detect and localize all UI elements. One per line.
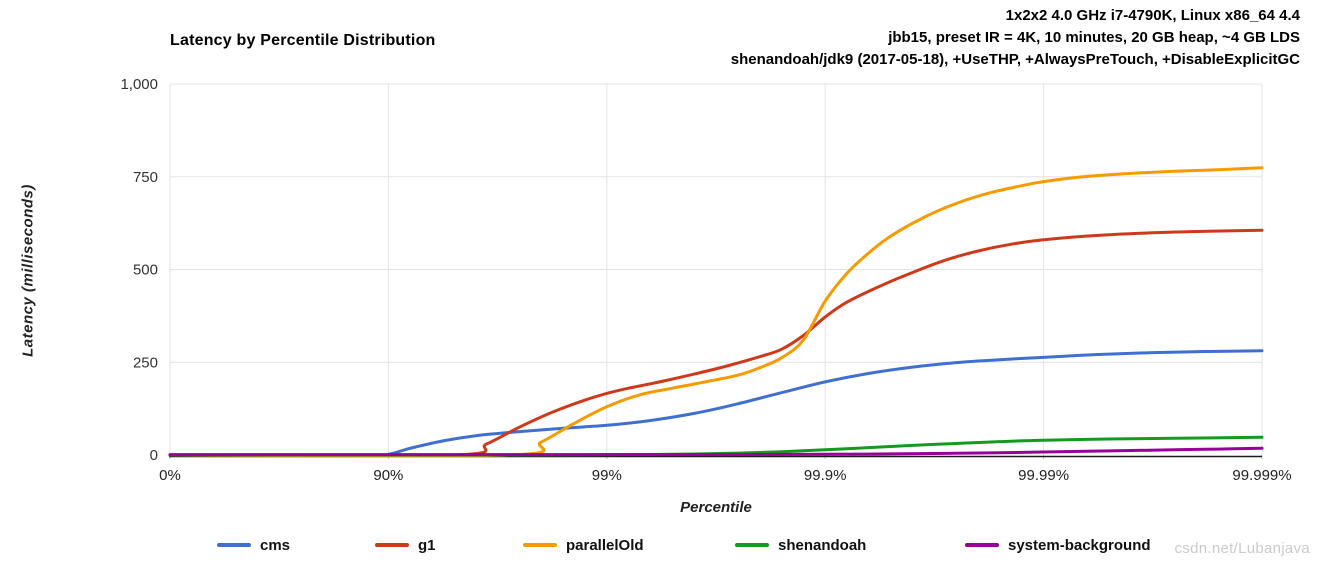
y-tick-label-500: 500 [133,262,158,279]
legend-label-cms: cms [260,536,291,554]
x-tick-label-99.9%: 99.9% [804,467,847,484]
watermark-text: csdn.net/Lubanjava [1174,540,1310,557]
x-axis-title: Percentile [680,499,752,516]
header-line-hardware: 1x2x2 4.0 GHz i7-4790K, Linux x86_64 4.4 [1005,7,1300,24]
y-tick-label-250: 250 [133,354,158,371]
chart-title: Latency by Percentile Distribution [170,32,436,49]
legend-item-cms: cms [217,536,290,554]
x-tick-label-99.999%: 99.999% [1232,467,1291,484]
series-line-system-background [168,446,1264,457]
legend-swatch-system-background [965,543,999,547]
legend-item-parallelOld: parallelOld [523,536,644,554]
legend-item-system-background: system-background [965,536,1151,554]
series-line-cms [168,349,1264,457]
legend-label-g1: g1 [418,536,436,554]
y-tick-label-1,000: 1,000 [120,76,158,93]
header-line-jvm-flags: shenandoah/jdk9 (2017-05-18), +UseTHP, +… [730,51,1300,68]
legend-swatch-g1 [375,543,409,547]
header-line-workload: jbb15, preset IR = 4K, 10 minutes, 20 GB… [888,29,1300,46]
x-tick-label-90%: 90% [373,467,403,484]
chart-header-config: 1x2x2 4.0 GHz i7-4790K, Linux x86_64 4.4… [731,5,1300,71]
legend-swatch-shenandoah [735,543,769,547]
legend-swatch-parallelOld [523,543,557,547]
legend-swatch-cms [217,543,251,547]
x-tick-label-99.99%: 99.99% [1018,467,1069,484]
y-tick-label-750: 750 [133,169,158,186]
legend-label-system-background: system-background [1008,536,1151,554]
x-tick-label-0%: 0% [159,467,181,484]
series-line-parallelOld [168,166,1264,458]
y-tick-label-0: 0 [150,447,158,464]
legend-label-parallelOld: parallelOld [566,536,644,554]
legend-item-g1: g1 [375,536,436,554]
legend-item-shenandoah: shenandoah [735,536,866,554]
legend-label-shenandoah: shenandoah [778,536,867,554]
x-tick-label-99%: 99% [592,467,622,484]
series-line-g1 [168,228,1264,458]
